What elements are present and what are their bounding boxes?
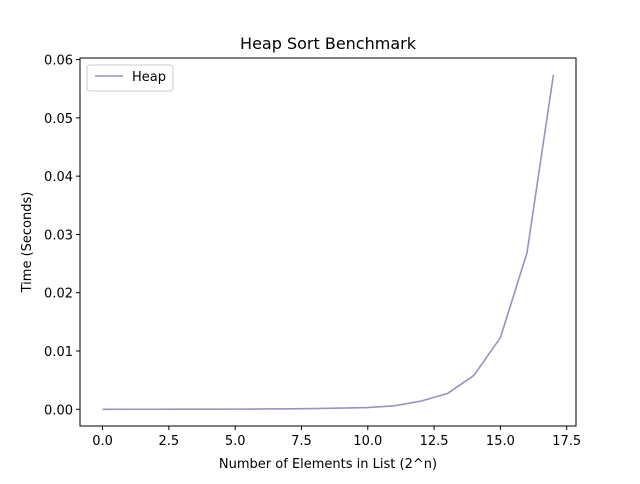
x-axis: 0.0 2.5 5.0 7.5 10.0 12.5 15.0 17.5 <box>92 426 581 449</box>
x-tick-label: 17.5 <box>552 434 581 449</box>
legend-box <box>86 64 174 92</box>
y-tick-label: 0.05 <box>44 112 73 127</box>
y-axis: 0.00 0.01 0.02 0.03 0.04 0.05 0.06 <box>44 54 80 418</box>
x-tick-label: 12.5 <box>420 434 449 449</box>
legend-label-heap: Heap <box>132 70 166 85</box>
x-tick-label: 10.0 <box>353 434 382 449</box>
y-tick-label: 0.03 <box>44 228 73 243</box>
chart-title: Heap Sort Benchmark <box>240 34 417 53</box>
y-tick-label: 0.02 <box>44 287 73 302</box>
x-tick-label: 0.0 <box>92 434 113 449</box>
series-line-heap <box>102 74 555 411</box>
x-tick-label: 2.5 <box>159 434 180 449</box>
x-tick-label: 7.5 <box>291 434 312 449</box>
y-axis-label: Time (Seconds) <box>20 192 35 294</box>
y-tick-label: 0.00 <box>44 403 73 418</box>
y-tick-label: 0.06 <box>44 54 73 69</box>
legend: Heap <box>86 64 174 92</box>
series-layer <box>102 74 555 411</box>
x-axis-label: Number of Elements in List (2^n) <box>219 457 437 472</box>
x-tick-label: 15.0 <box>486 434 515 449</box>
x-tick-label: 5.0 <box>225 434 246 449</box>
y-tick-label: 0.01 <box>44 345 73 360</box>
axes-frame <box>79 57 577 427</box>
y-tick-label: 0.04 <box>44 170 73 185</box>
